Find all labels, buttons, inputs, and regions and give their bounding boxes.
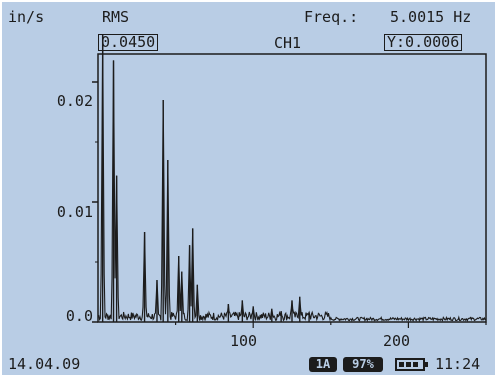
x-tick-label: 200 xyxy=(383,332,411,350)
unit-label: in/s xyxy=(8,8,45,26)
freq-label: Freq.: xyxy=(304,8,359,26)
plot-frame xyxy=(97,53,487,323)
spectrum-trace xyxy=(97,33,487,323)
y-tick-label: 0.01 xyxy=(56,203,93,221)
battery-percent-badge: 97% xyxy=(343,357,383,372)
cursor-x-readout[interactable]: 0.0450 xyxy=(98,34,159,51)
mode-label: RMS xyxy=(102,8,130,26)
channel-label: CH1 xyxy=(274,34,302,52)
x-tick-label: 100 xyxy=(230,332,258,350)
clock-label: 11:24 xyxy=(435,355,481,373)
y-tick-label: 0.0 xyxy=(65,307,93,325)
battery-icon xyxy=(395,358,428,371)
date-label: 14.04.09 xyxy=(8,355,81,373)
range-badge: 1A xyxy=(309,357,337,372)
cursor-y-readout[interactable]: Y:0.0006 xyxy=(384,34,463,51)
freq-value: 5.0015 Hz xyxy=(390,8,472,26)
y-tick-label: 0.02 xyxy=(56,92,93,110)
